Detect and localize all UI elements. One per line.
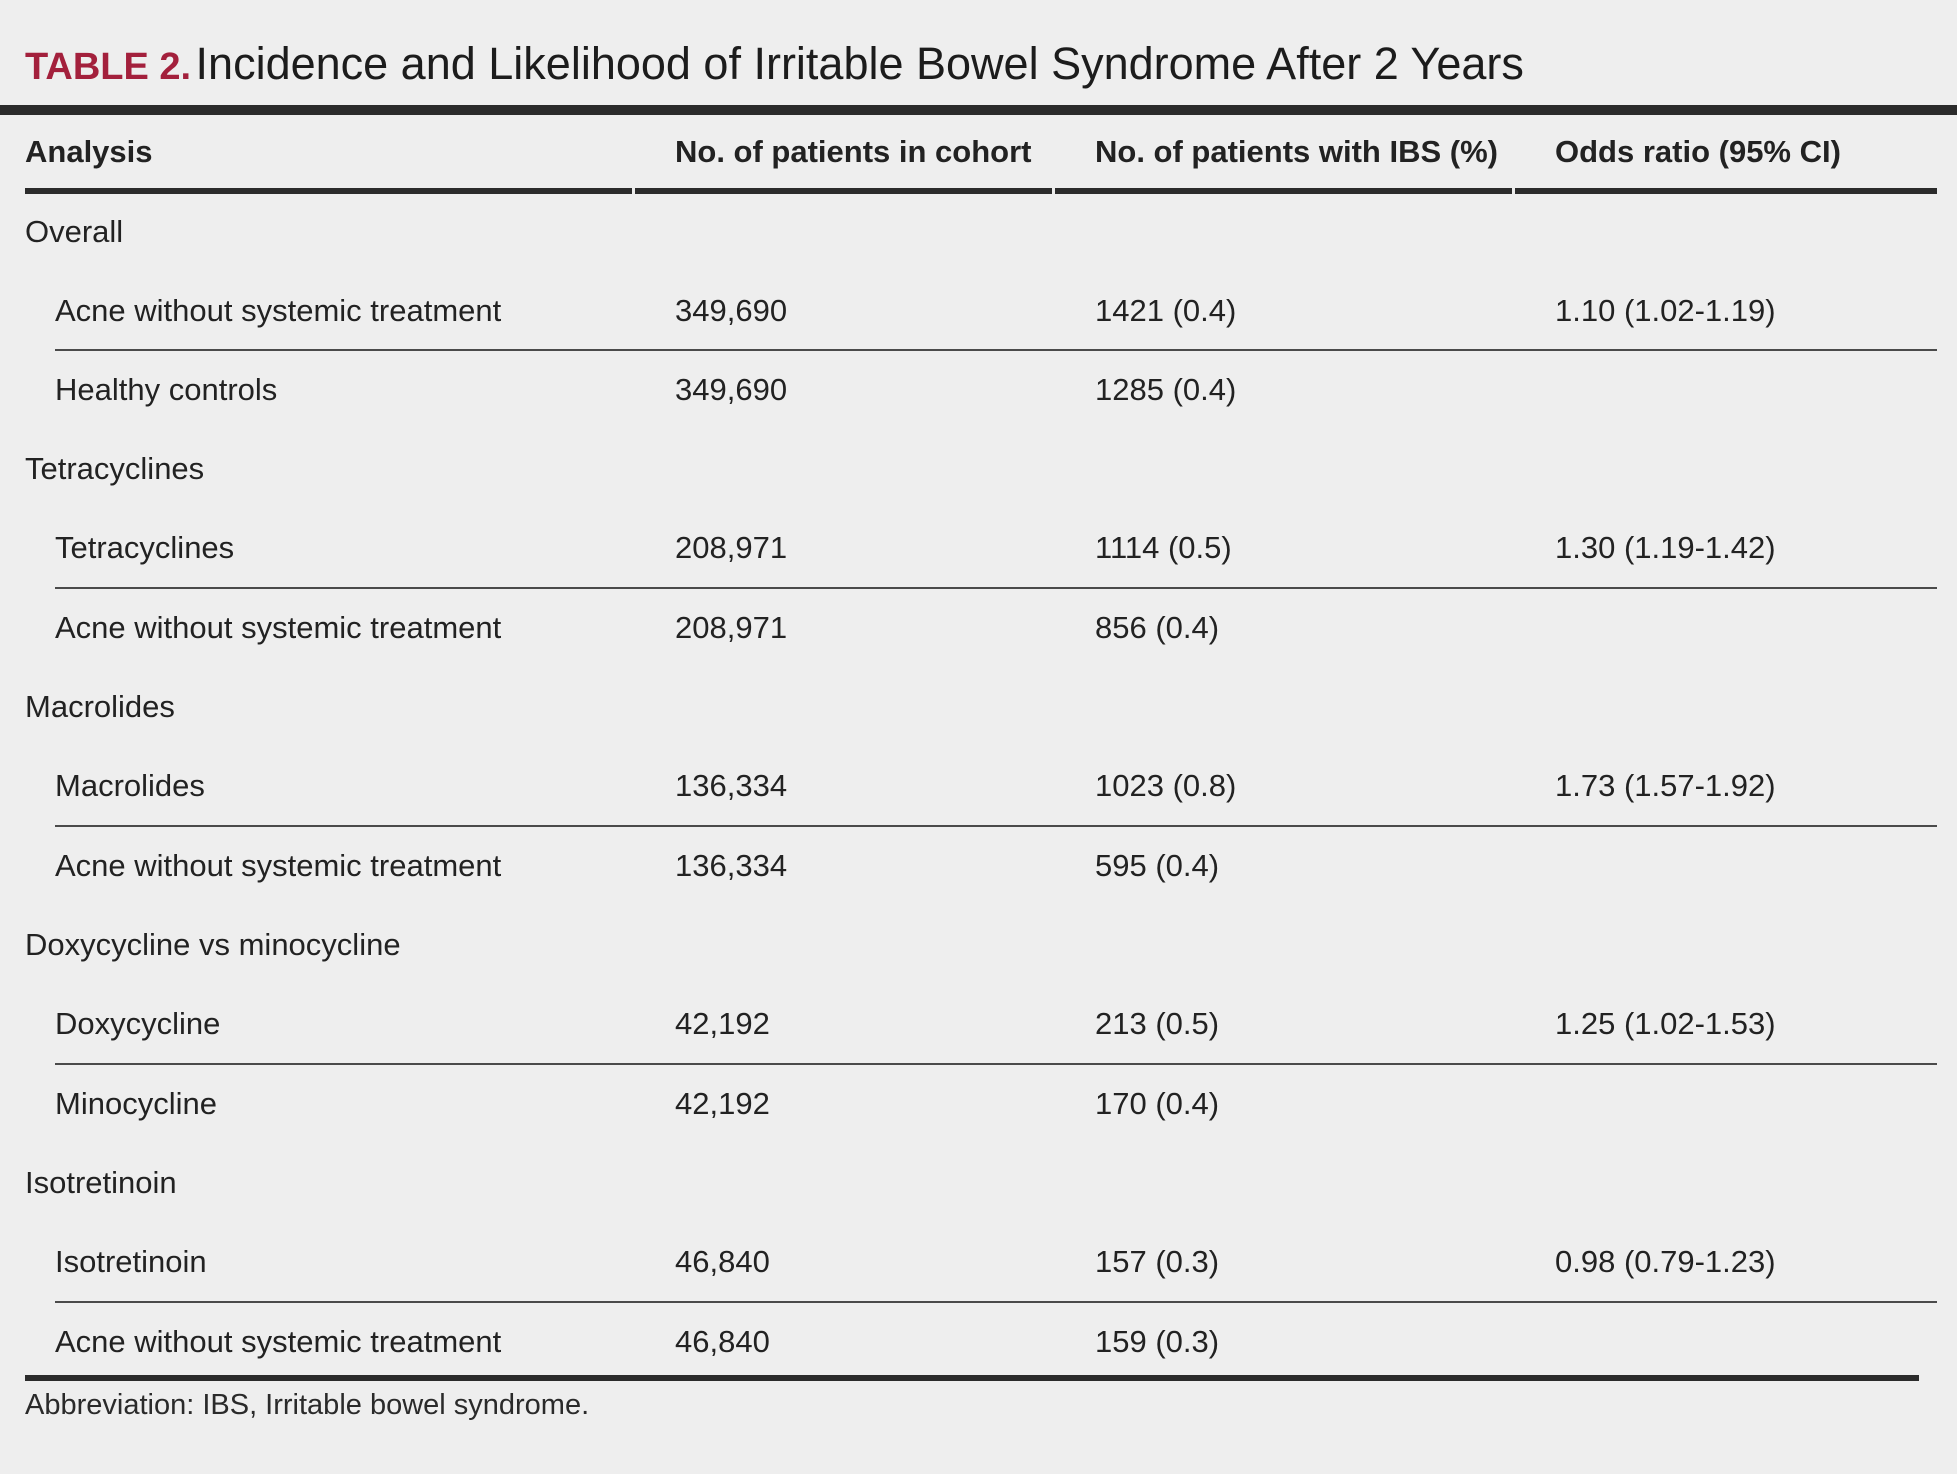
ibs-cell: 170 (0.4) (1095, 1086, 1220, 1121)
cohort-cell: 42,192 (675, 1006, 770, 1041)
analysis-cell: Acne without systemic treatment (55, 610, 502, 645)
ibs-cell: 1114 (0.5) (1095, 530, 1232, 565)
analysis-cell: Acne without systemic treatment (55, 848, 502, 883)
group-label-row: Overall (25, 192, 1937, 271)
odds-ratio-cell: 0.98 (0.79-1.23) (1555, 1244, 1776, 1279)
analysis-cell: Acne without systemic treatment (55, 1324, 502, 1359)
analysis-cell: Isotretinoin (55, 1244, 207, 1279)
ibs-cell: 595 (0.4) (1095, 848, 1220, 883)
group-label: Doxycycline vs minocycline (25, 927, 401, 962)
odds-ratio-cell: 1.73 (1.57-1.92) (1555, 768, 1776, 803)
ibs-cell: 1023 (0.8) (1095, 768, 1237, 803)
cohort-cell: 208,971 (675, 530, 788, 565)
column-header-odds-ratio: Odds ratio (95% CI) (1555, 134, 1841, 169)
table-row: Macrolides 136,334 1023 (0.8) 1.73 (1.57… (25, 746, 1937, 825)
table-row: Acne without systemic treatment 349,690 … (25, 271, 1937, 350)
table-row: Acne without systemic treatment 46,840 1… (25, 1302, 1937, 1381)
cohort-cell: 46,840 (675, 1244, 770, 1279)
table-row: Acne without systemic treatment 136,334 … (25, 826, 1937, 905)
row-divider (55, 349, 1937, 351)
bottom-rule (25, 1375, 1919, 1381)
table-row: Doxycycline 42,192 213 (0.5) 1.25 (1.02-… (25, 984, 1937, 1063)
row-divider (55, 1063, 1937, 1065)
table-header-row: Analysis No. of patients in cohort No. o… (25, 112, 1937, 191)
header-rule-gap (1052, 188, 1055, 194)
table-title: TABLE 2. Incidence and Likelihood of Irr… (25, 38, 1524, 90)
group-label-row: Macrolides (25, 667, 1937, 746)
analysis-cell: Macrolides (55, 768, 205, 803)
table-row: Healthy controls 349,690 1285 (0.4) (25, 350, 1937, 429)
ibs-cell: 1285 (0.4) (1095, 372, 1237, 407)
ibs-cell: 213 (0.5) (1095, 1006, 1220, 1041)
analysis-cell: Tetracyclines (55, 530, 235, 565)
group-label: Macrolides (25, 689, 175, 724)
column-header-cohort: No. of patients in cohort (675, 134, 1032, 169)
table-row: Acne without systemic treatment 208,971 … (25, 588, 1937, 667)
row-divider (55, 1301, 1937, 1303)
ibs-cell: 159 (0.3) (1095, 1324, 1220, 1359)
analysis-cell: Minocycline (55, 1086, 217, 1121)
analysis-cell: Doxycycline (55, 1006, 221, 1041)
header-rule (25, 188, 1937, 194)
ibs-cell: 856 (0.4) (1095, 610, 1220, 645)
cohort-cell: 208,971 (675, 610, 788, 645)
analysis-cell: Healthy controls (55, 372, 278, 407)
table-row: Minocycline 42,192 170 (0.4) (25, 1064, 1937, 1143)
cohort-cell: 349,690 (675, 372, 788, 407)
group-label-row: Tetracyclines (25, 429, 1937, 508)
group-label: Isotretinoin (25, 1165, 177, 1200)
group-label: Overall (25, 214, 124, 249)
odds-ratio-cell: 1.25 (1.02-1.53) (1555, 1006, 1776, 1041)
table-row: Isotretinoin 46,840 157 (0.3) 0.98 (0.79… (25, 1222, 1937, 1301)
row-divider (55, 587, 1937, 589)
table-row: Tetracyclines 208,971 1114 (0.5) 1.30 (1… (25, 508, 1937, 587)
column-header-analysis: Analysis (25, 134, 153, 169)
cohort-cell: 136,334 (675, 848, 788, 883)
group-label-row: Doxycycline vs minocycline (25, 905, 1937, 984)
cohort-cell: 136,334 (675, 768, 788, 803)
odds-ratio-cell: 1.30 (1.19-1.42) (1555, 530, 1776, 565)
cohort-cell: 46,840 (675, 1324, 770, 1359)
cohort-cell: 42,192 (675, 1086, 770, 1121)
table-footnote: Abbreviation: IBS, Irritable bowel syndr… (25, 1389, 590, 1421)
odds-ratio-cell: 1.10 (1.02-1.19) (1555, 293, 1776, 328)
column-header-ibs: No. of patients with IBS (%) (1095, 134, 1498, 169)
header-rule-gap (632, 188, 635, 194)
table-number-label: TABLE 2. (25, 46, 192, 88)
header-rule-gap (1512, 188, 1515, 194)
group-label: Tetracyclines (25, 451, 205, 486)
top-rule (0, 105, 1957, 115)
row-divider (55, 825, 1937, 827)
table-title-text: Incidence and Likelihood of Irritable Bo… (195, 38, 1524, 89)
analysis-cell: Acne without systemic treatment (55, 293, 502, 328)
group-label-row: Isotretinoin (25, 1143, 1937, 1222)
ibs-cell: 157 (0.3) (1095, 1244, 1220, 1279)
cohort-cell: 349,690 (675, 293, 788, 328)
ibs-cell: 1421 (0.4) (1095, 293, 1237, 328)
